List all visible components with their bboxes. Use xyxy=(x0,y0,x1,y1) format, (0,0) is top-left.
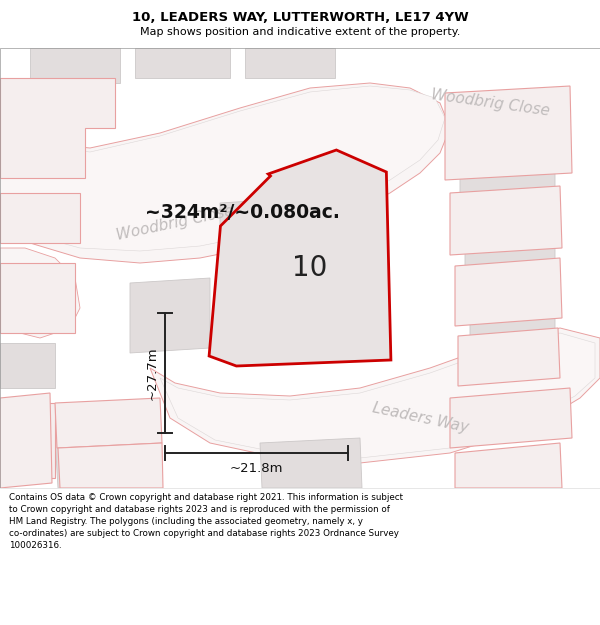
Polygon shape xyxy=(160,333,595,458)
Polygon shape xyxy=(0,263,75,333)
Polygon shape xyxy=(260,438,362,488)
Polygon shape xyxy=(0,248,80,338)
Polygon shape xyxy=(455,258,562,326)
Polygon shape xyxy=(0,78,115,178)
Text: ~21.8m: ~21.8m xyxy=(230,462,283,476)
Text: Contains OS data © Crown copyright and database right 2021. This information is : Contains OS data © Crown copyright and d… xyxy=(9,494,403,549)
Text: 10: 10 xyxy=(292,254,328,281)
Polygon shape xyxy=(55,398,162,448)
Polygon shape xyxy=(0,343,55,388)
Text: Map shows position and indicative extent of the property.: Map shows position and indicative extent… xyxy=(140,28,460,38)
Polygon shape xyxy=(220,198,300,248)
Polygon shape xyxy=(135,48,230,78)
Polygon shape xyxy=(450,388,572,448)
Polygon shape xyxy=(130,278,210,353)
Polygon shape xyxy=(30,48,120,83)
Polygon shape xyxy=(458,328,560,386)
Text: Woodbrig Close: Woodbrig Close xyxy=(430,88,550,119)
Polygon shape xyxy=(0,393,52,488)
Text: Leaders Way: Leaders Way xyxy=(371,401,469,436)
Text: Woodbrig Close: Woodbrig Close xyxy=(115,203,235,242)
Polygon shape xyxy=(455,443,562,488)
Polygon shape xyxy=(460,173,555,238)
Polygon shape xyxy=(209,150,391,366)
Polygon shape xyxy=(245,48,335,78)
Polygon shape xyxy=(55,433,158,488)
Text: 10, LEADERS WAY, LUTTERWORTH, LE17 4YW: 10, LEADERS WAY, LUTTERWORTH, LE17 4YW xyxy=(131,11,469,24)
Polygon shape xyxy=(470,313,555,373)
Polygon shape xyxy=(445,86,572,180)
Polygon shape xyxy=(450,186,562,255)
Polygon shape xyxy=(58,443,163,488)
Polygon shape xyxy=(465,243,555,308)
Polygon shape xyxy=(0,86,445,251)
Polygon shape xyxy=(450,93,560,163)
Polygon shape xyxy=(150,328,600,463)
Polygon shape xyxy=(0,193,80,243)
Polygon shape xyxy=(0,403,55,478)
Polygon shape xyxy=(0,83,450,263)
Text: ~27.7m: ~27.7m xyxy=(146,346,158,400)
Text: ~324m²/~0.080ac.: ~324m²/~0.080ac. xyxy=(145,204,340,222)
